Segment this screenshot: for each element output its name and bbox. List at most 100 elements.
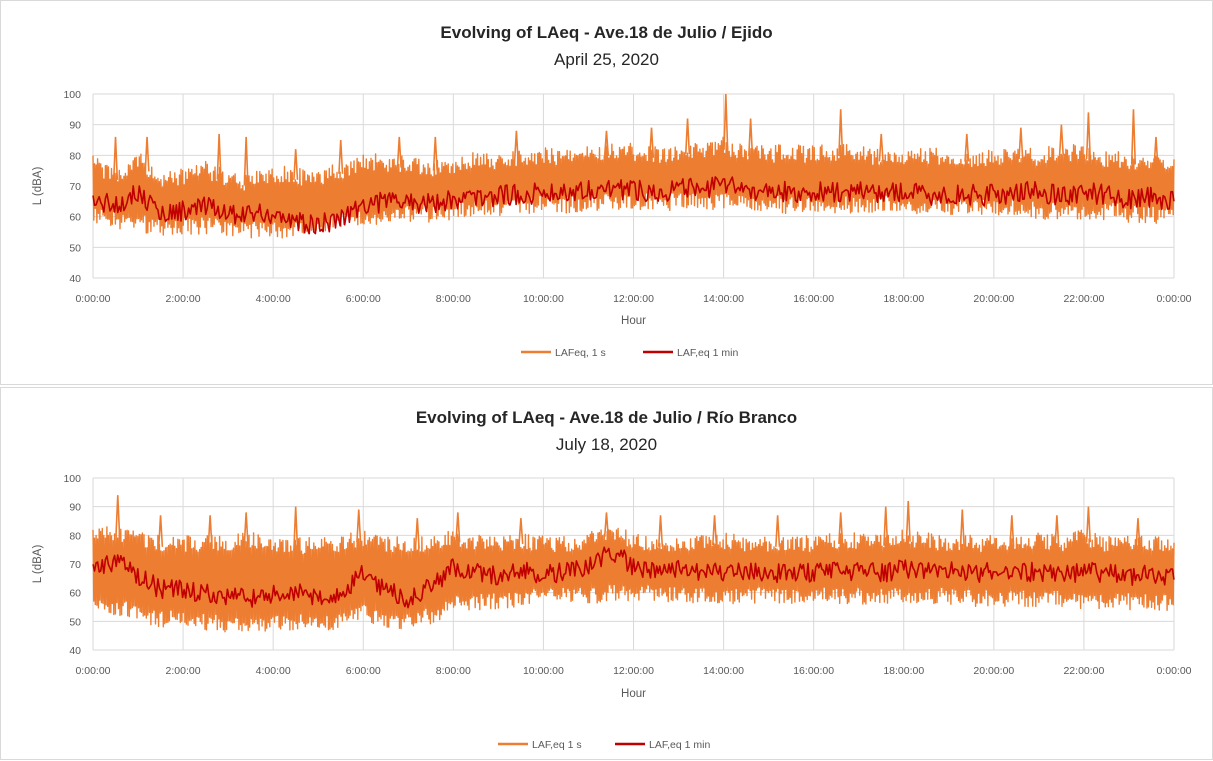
x-axis-label: Hour (621, 688, 646, 700)
spike-group (112, 93, 1159, 186)
series-spike (1018, 127, 1024, 160)
x-tick-label: 16:00:00 (793, 293, 834, 305)
y-tick-label: 90 (69, 120, 81, 132)
y-tick-label: 100 (63, 473, 81, 485)
series-line-1s (92, 136, 1175, 239)
series-spike (603, 512, 610, 538)
series-spike (838, 109, 844, 156)
y-axis-label: L (dBA) (32, 167, 44, 206)
x-tick-label: 6:00:00 (346, 293, 381, 305)
y-tick-label: 100 (63, 89, 81, 101)
y-tick-label: 70 (69, 181, 81, 193)
x-tick-label: 18:00:00 (883, 293, 924, 305)
y-tick-label: 50 (69, 616, 81, 628)
y-tick-label: 40 (69, 273, 81, 285)
series-spike (414, 518, 420, 549)
y-tick-label: 60 (69, 588, 81, 600)
x-tick-label: 2:00:00 (166, 293, 201, 305)
series-spike (518, 518, 524, 544)
series-spike (959, 509, 965, 547)
y-tick-label: 40 (69, 645, 81, 657)
spike-group (115, 495, 1141, 550)
chart-title: Evolving of LAeq - Ave.18 de Julio / Río… (415, 408, 798, 427)
x-tick-label: 14:00:00 (703, 665, 744, 677)
legend: LAFeq, 1 s LAF,eq 1 min (521, 347, 738, 359)
series-spike (455, 512, 461, 543)
series-spike (243, 136, 249, 186)
series-spike (396, 136, 402, 168)
x-tick-label: 22:00:00 (1063, 293, 1104, 305)
x-tick-label: 22:00:00 (1063, 665, 1104, 677)
x-tick-label: 12:00:00 (613, 293, 654, 305)
x-tick-label: 0:00:00 (1156, 293, 1191, 305)
x-tick-label: 10:00:00 (523, 293, 564, 305)
x-tick-label: 6:00:00 (346, 665, 381, 677)
series-spike (1085, 112, 1092, 160)
x-tick-label: 0:00:00 (75, 665, 110, 677)
legend-label: LAF,eq 1 s (532, 739, 582, 751)
chart-panel-rio-branco: Evolving of LAeq - Ave.18 de Julio / Río… (0, 387, 1213, 760)
series-spike (112, 136, 119, 180)
series-spike (748, 118, 754, 156)
x-tick-label: 4:00:00 (256, 665, 291, 677)
series-spike (964, 133, 970, 162)
series-spike (157, 515, 164, 547)
legend-label: LAF,eq 1 min (677, 347, 738, 359)
line-chart-ejido: 40 50 60 70 80 90 100 0:00:00 2:00:00 4:00:00 6:00… (32, 89, 1192, 359)
series-line-1min (92, 546, 1175, 609)
x-tick-label: 4:00:00 (256, 293, 291, 305)
legend-label: LAFeq, 1 s (555, 347, 606, 359)
series-spike (657, 515, 664, 547)
chart-panel-ejido: Evolving of LAeq - Ave.18 de Julio / Eji… (0, 0, 1213, 385)
series-spike (883, 506, 889, 546)
y-axis-label: L (dBA) (32, 545, 44, 584)
series-spike (684, 118, 691, 155)
series-spike (243, 512, 249, 545)
chart-subtitle: July 18, 2020 (555, 435, 658, 454)
series-spike (293, 506, 299, 550)
series-spike (775, 515, 781, 547)
y-tick-label: 70 (69, 559, 81, 571)
series-spike (838, 512, 844, 544)
x-tick-label: 12:00:00 (613, 665, 654, 677)
series-spike (648, 127, 655, 158)
series-spike (1009, 515, 1015, 547)
series-line-1min (92, 176, 1175, 235)
series-spike (1130, 109, 1137, 165)
y-tick-label: 80 (69, 150, 81, 162)
x-tick-label: 20:00:00 (973, 293, 1014, 305)
series-spike (603, 130, 610, 157)
series-spike (905, 500, 911, 542)
x-tick-label: 0:00:00 (1156, 665, 1191, 677)
series-spike (1085, 506, 1092, 543)
x-tick-label: 18:00:00 (883, 665, 924, 677)
x-tick-label: 8:00:00 (436, 665, 471, 677)
legend-label: LAF,eq 1 min (649, 739, 710, 751)
x-tick-label: 8:00:00 (436, 293, 471, 305)
series-spike (1054, 515, 1060, 547)
series-spike (1135, 518, 1141, 547)
series-spike (1058, 124, 1064, 156)
y-tick-label: 80 (69, 530, 81, 542)
x-tick-label: 2:00:00 (166, 665, 201, 677)
x-tick-label: 20:00:00 (973, 665, 1014, 677)
series-spike (878, 133, 884, 162)
chart-title: Evolving of LAeq - Ave.18 de Julio / Eji… (440, 23, 773, 42)
y-tick-label: 60 (69, 212, 81, 224)
legend: LAF,eq 1 s LAF,eq 1 min (498, 739, 710, 751)
series-spike (356, 509, 362, 543)
series-spike (432, 136, 438, 171)
series-spike (513, 130, 519, 163)
series-spike (338, 139, 344, 174)
series-spike (711, 515, 718, 546)
series-spike (144, 136, 150, 172)
y-tick-label: 50 (69, 242, 81, 254)
chart-subtitle: April 25, 2020 (554, 50, 659, 69)
x-tick-label: 14:00:00 (703, 293, 744, 305)
line-chart-rio-branco: 40 50 60 70 80 90 100 0:00:00 2:00:00 4:00:00 6:00… (32, 473, 1192, 751)
series-spike (723, 93, 729, 150)
series-spike (216, 133, 222, 180)
x-axis-label: Hour (621, 315, 646, 327)
x-tick-label: 10:00:00 (523, 665, 564, 677)
x-tick-label: 0:00:00 (75, 293, 110, 305)
